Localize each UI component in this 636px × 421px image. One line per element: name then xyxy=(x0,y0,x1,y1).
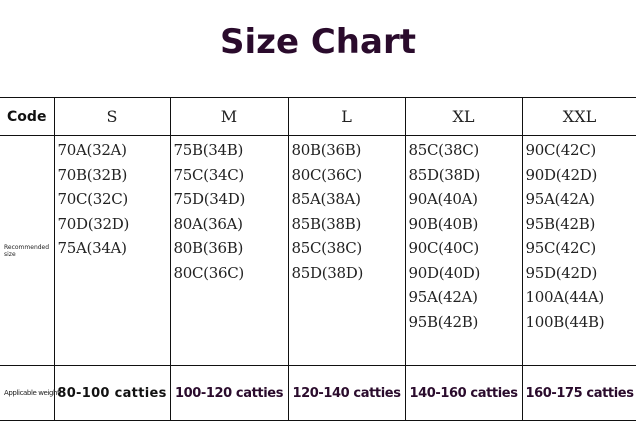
weight-cell-l: 120-140 catties xyxy=(287,365,406,421)
size-entry: 70A(32A) xyxy=(57,141,127,159)
weight-cell-xl: 140-160 catties xyxy=(404,365,523,421)
size-cell: 75B(34B) 75C(34C) 75D(34D) 80A(36A) 80B(36B)… xyxy=(169,135,289,366)
weight-cell-xxl: 160-175 catties xyxy=(521,365,636,421)
size-entry: 90C(40C) xyxy=(408,239,480,257)
size-entry: 80A(36A) xyxy=(173,214,243,233)
size-entry: 80B(36B) xyxy=(291,141,362,159)
size-header-l: L xyxy=(287,97,406,136)
size-entry: 85D(38D) xyxy=(408,165,481,184)
size-entry: 95C(42C) xyxy=(525,239,597,257)
size-chart-table: Code S M L XL XXL Recommended size 70A(3… xyxy=(0,97,636,421)
size-entry: 80C(36C) xyxy=(173,263,245,282)
size-entry: 75C(34C) xyxy=(173,165,245,184)
size-entry: 95B(42B) xyxy=(525,214,596,233)
weight-row: Applicable weight 80-100 catties 100-120… xyxy=(0,365,636,421)
size-entry: 95B(42B) xyxy=(408,312,479,331)
size-entry: 80B(36B) xyxy=(173,239,244,257)
page-title: Size Chart xyxy=(220,22,416,62)
recommended-size-label: Recommended size xyxy=(0,135,55,366)
size-header-s: S xyxy=(53,97,171,136)
weight-cell-m: 100-120 catties xyxy=(169,365,289,421)
size-entry: 75D(34D) xyxy=(173,190,246,208)
recommended-size-row: Recommended size 70A(32A) 70B(32B) 70C(32C… xyxy=(0,135,636,366)
size-entry: 75B(34B) xyxy=(173,141,244,159)
size-entry: 100B(44B) xyxy=(525,312,605,331)
size-entry: 85C(38C) xyxy=(408,141,480,159)
size-entry: 95A(42A) xyxy=(408,288,478,306)
size-entry: 95A(42A) xyxy=(525,190,595,208)
weight-cell-s: 80-100 catties xyxy=(53,365,171,421)
size-entry: 85C(38C) xyxy=(291,239,363,257)
size-cell: 85C(38C) 85D(38D) 90A(40A) 90B(40B) 90C(40C)… xyxy=(404,135,523,366)
size-entry: 95D(42D) xyxy=(525,263,598,282)
size-entry: 70B(32B) xyxy=(57,165,128,184)
size-header-xxl: XXL xyxy=(521,97,636,136)
size-entry: 70C(32C) xyxy=(57,190,129,208)
header-row: Code S M L XL XXL xyxy=(0,97,636,136)
size-entry: 90B(40B) xyxy=(408,214,479,233)
size-entry: 90C(42C) xyxy=(525,141,597,159)
size-entry: 85D(38D) xyxy=(291,263,364,282)
size-entry: 100A(44A) xyxy=(525,288,605,306)
size-cell: 70A(32A) 70B(32B) 70C(32C) 70D(32D) 75A(34A) xyxy=(53,135,171,366)
size-cell: 80B(36B) 80C(36C) 85A(38A) 85B(38B) 85C(38C)… xyxy=(287,135,406,366)
weight-label: Applicable weight xyxy=(0,365,60,421)
size-entry: 85A(38A) xyxy=(291,190,361,208)
code-header: Code xyxy=(0,97,55,136)
size-entry: 80C(36C) xyxy=(291,165,363,184)
size-entry: 90D(42D) xyxy=(525,165,598,184)
size-entry: 90D(40D) xyxy=(408,263,481,282)
size-cell: 90C(42C) 90D(42D) 95A(42A) 95B(42B) 95C(42C)… xyxy=(521,135,636,366)
size-entry: 85B(38B) xyxy=(291,214,362,233)
size-header-m: M xyxy=(169,97,289,136)
size-entry: 90A(40A) xyxy=(408,190,478,208)
size-entry: 70D(32D) xyxy=(57,214,130,233)
size-header-xl: XL xyxy=(404,97,523,136)
size-entry: 75A(34A) xyxy=(57,239,127,257)
